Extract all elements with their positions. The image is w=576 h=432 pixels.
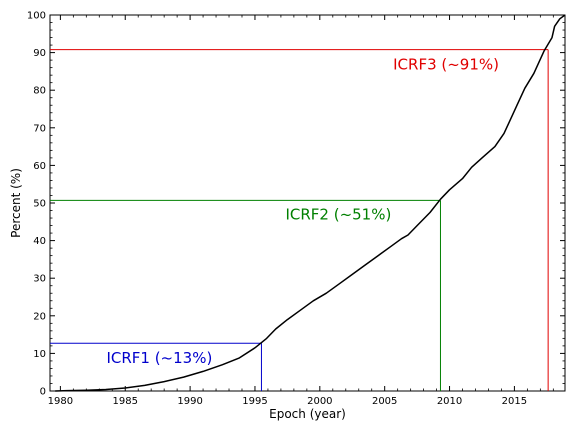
- x-tick-label-2005: 2005: [372, 396, 397, 407]
- annotation-labels: ICRF1 (~13%) ICRF2 (~51%) ICRF3 (~91%): [106, 56, 499, 368]
- y-tick-label-80: 80: [33, 86, 46, 97]
- x-tick-label-1995: 1995: [242, 396, 267, 407]
- x-tick-label-1990: 1990: [177, 396, 202, 407]
- x-tick-label-1985: 1985: [113, 396, 138, 407]
- y-tick-label-70: 70: [33, 123, 46, 134]
- series-group: [55, 14, 566, 392]
- annotation-label-0: ICRF1 (~13%): [106, 349, 212, 367]
- y-tick-label-0: 0: [40, 387, 46, 398]
- x-tick-label-2010: 2010: [437, 396, 462, 407]
- y-tick-label-90: 90: [33, 48, 46, 59]
- y-axis-label: Percent (%): [9, 168, 23, 238]
- annotation-lines: [50, 49, 549, 391]
- annotation-label-1: ICRF2 (~51%): [285, 205, 391, 223]
- y-tick-label-60: 60: [33, 161, 46, 172]
- axis-ticks: 1980 1985 1990 1995 2000 2005 2010 2015 0 10 20 30 4…: [27, 11, 565, 407]
- y-tick-label-100: 100: [27, 11, 46, 22]
- y-tick-label-20: 20: [33, 311, 46, 322]
- x-tick-label-2000: 2000: [307, 396, 332, 407]
- x-tick-label-1980: 1980: [48, 396, 73, 407]
- annotation-label-2: ICRF3 (~91%): [393, 56, 499, 74]
- y-tick-label-50: 50: [33, 199, 46, 210]
- y-tick-label-10: 10: [33, 349, 46, 360]
- y-tick-label-30: 30: [33, 274, 46, 285]
- x-axis-label: Epoch (year): [269, 407, 346, 421]
- series-line-0: [55, 14, 566, 392]
- x-tick-label-2015: 2015: [502, 396, 527, 407]
- y-tick-label-40: 40: [33, 236, 46, 247]
